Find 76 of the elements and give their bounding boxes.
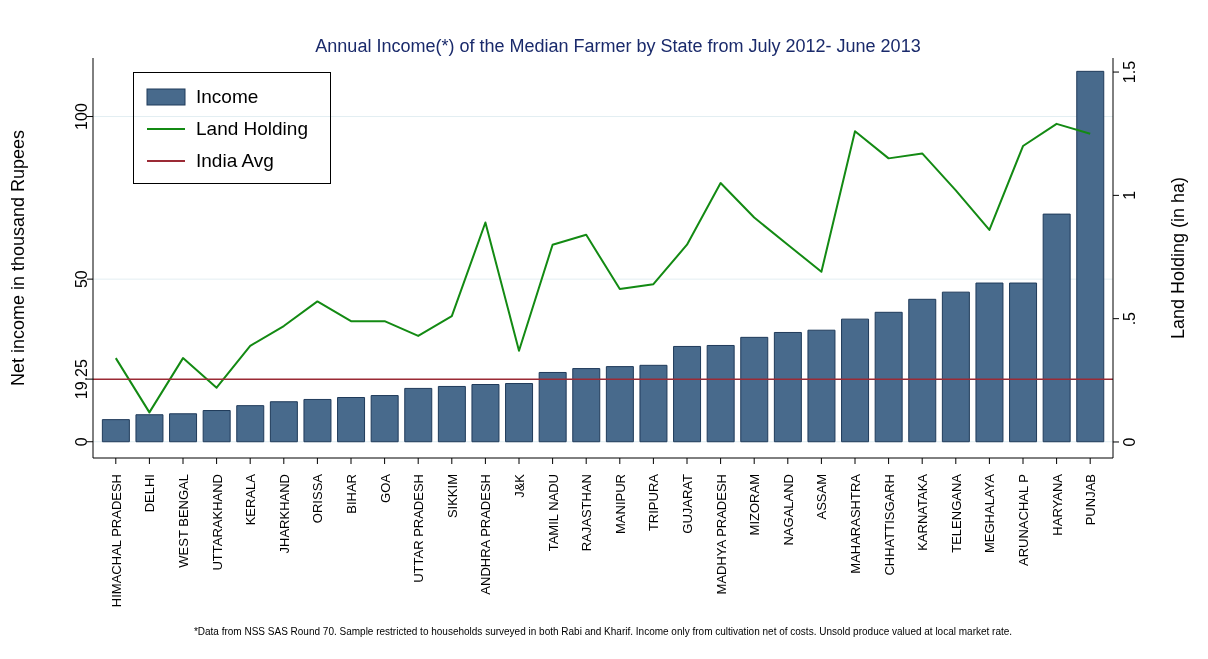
x-tick-label: WEST BENGAL (176, 474, 191, 568)
bar (337, 397, 366, 443)
x-tick-label: MAHARASHTRA (848, 473, 863, 574)
x-tick-label: TRIPURA (646, 473, 662, 532)
bar (572, 368, 601, 443)
x-tick-label: MIZORAM (747, 474, 763, 536)
x-tick-label: CHHATTISGARH (881, 474, 897, 576)
x-tick-label: RAJASTHAN (579, 474, 595, 552)
x-tick-label: ANDHRA PRADESH (478, 474, 494, 595)
bar (941, 291, 970, 443)
y-tick-label: 100 (72, 103, 90, 130)
y2-tick-label: .5 (1121, 311, 1138, 326)
bar (908, 298, 937, 443)
x-tick-label: HARYANA (1049, 473, 1065, 536)
x-tick-label: UTTARAKHAND (209, 474, 225, 571)
bar (236, 405, 265, 443)
x-tick-label: GUJARAT (680, 473, 695, 534)
legend-label: Land Holding (196, 118, 308, 140)
bar (1042, 213, 1071, 443)
bar (437, 385, 466, 443)
legend-label: India Avg (196, 150, 274, 172)
bar (673, 345, 702, 443)
bar (303, 398, 332, 443)
x-tick-label: TELENGANA (948, 473, 964, 553)
bar (975, 282, 1004, 443)
y-tick-label: 0 (72, 437, 90, 447)
bar (471, 384, 500, 443)
y-axis-title: Net income in thousand Rupees (8, 129, 29, 387)
x-tick-label: J&K (512, 473, 527, 498)
bar (505, 383, 534, 443)
chart-title: Annual Income(*) of the Median Farmer by State from July 2012- June 2013 (314, 36, 922, 57)
y2-tick-label: 0 (1121, 437, 1138, 447)
x-tick-label: HIMACHAL PRADESH (108, 474, 124, 608)
bar (874, 311, 903, 443)
line-series (114, 122, 1092, 414)
x-tick-label: GOA (377, 473, 393, 503)
y2-tick-label: 1.5 (1121, 60, 1138, 84)
x-tick-label: DELHI (142, 474, 158, 513)
x-tick-label: KERALA (243, 473, 259, 526)
bar (706, 344, 735, 443)
x-tick-label: ARUNACHAL P (1016, 474, 1031, 566)
x-tick-label: PUNJAB (1083, 474, 1099, 526)
x-tick-label: KARNATAKA (915, 473, 931, 551)
text: *Data from NSS SAS Round 70. Sample restricted to households surveyed in both Rabi and Kharif. Income only from cultivation net of costs. Unsold produce valued at local market rate. (192, 626, 1014, 637)
bar (135, 414, 164, 443)
x-tick-label: MADHYA PRADESH (713, 474, 729, 595)
y-tick-label: 19.25 (72, 359, 90, 400)
y2-tick-label: 1 (1121, 190, 1138, 200)
bar (1009, 282, 1038, 443)
x-tick-label: JHARKHAND (276, 474, 292, 554)
bar (740, 336, 769, 443)
y-tick-label: 50 (72, 270, 90, 289)
x-tick-label: BIHAR (344, 474, 359, 514)
x-tick-label: MEGHALAYA (982, 473, 998, 553)
bar (807, 329, 836, 443)
x-tick-label: ORISSA (310, 473, 326, 524)
legend-label: Income (196, 86, 259, 108)
bar (269, 401, 298, 443)
bar (370, 395, 399, 443)
x-tick-label: ASSAM (814, 474, 830, 520)
x-tick-label: MANIPUR (612, 474, 628, 534)
bar (169, 413, 198, 443)
bar (538, 371, 567, 443)
bar (605, 366, 634, 443)
x-tick-label: UTTAR PRADESH (411, 474, 427, 583)
x-tick-label: SIKKIM (444, 474, 460, 519)
y2-axis-title: Land Holding (in ha) (1168, 176, 1189, 340)
bar (101, 419, 130, 443)
bar (202, 410, 231, 443)
x-tick-label: NAGALAND (780, 474, 796, 546)
bar (1076, 70, 1105, 443)
bar (639, 364, 668, 443)
bar (841, 318, 870, 443)
bar (404, 387, 433, 443)
bar (773, 331, 802, 443)
x-tick-label: TAMIL NADU (545, 474, 561, 552)
